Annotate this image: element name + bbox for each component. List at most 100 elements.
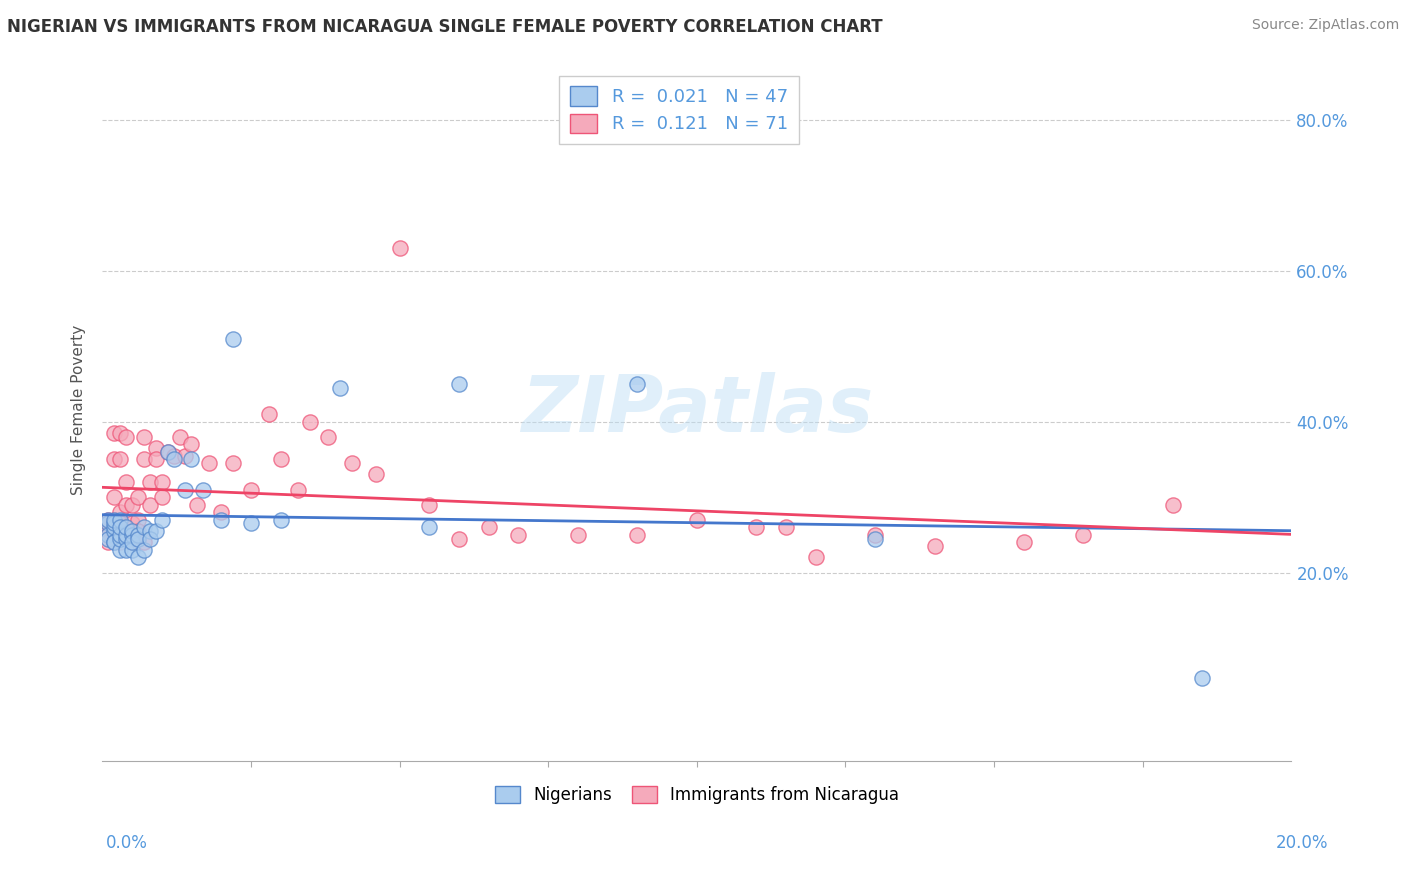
- Point: [97, 516, 120, 531]
- Point: [121, 542, 143, 557]
- Point: [97, 516, 120, 531]
- Point: [139, 498, 162, 512]
- Point: [108, 528, 131, 542]
- Point: [132, 535, 155, 549]
- Point: [108, 532, 131, 546]
- Point: [103, 535, 125, 549]
- Point: [103, 452, 125, 467]
- Point: [316, 430, 339, 444]
- Text: 0.0%: 0.0%: [105, 834, 148, 852]
- Point: [97, 524, 120, 538]
- Point: [340, 456, 363, 470]
- Point: [150, 490, 173, 504]
- Point: [478, 520, 501, 534]
- Point: [115, 532, 138, 546]
- Point: [364, 467, 387, 482]
- Point: [209, 513, 232, 527]
- Point: [1191, 671, 1213, 685]
- Point: [1161, 498, 1184, 512]
- Point: [127, 490, 149, 504]
- Point: [103, 425, 125, 440]
- Point: [108, 425, 131, 440]
- Point: [115, 475, 138, 489]
- Point: [567, 528, 589, 542]
- Point: [924, 539, 946, 553]
- Text: 20.0%: 20.0%: [1277, 834, 1329, 852]
- Point: [239, 516, 262, 531]
- Point: [180, 437, 202, 451]
- Point: [127, 532, 149, 546]
- Point: [103, 490, 125, 504]
- Point: [198, 456, 221, 470]
- Point: [115, 498, 138, 512]
- Point: [132, 452, 155, 467]
- Point: [418, 520, 440, 534]
- Point: [108, 528, 131, 542]
- Point: [156, 445, 179, 459]
- Point: [222, 456, 245, 470]
- Point: [270, 452, 292, 467]
- Point: [139, 524, 162, 538]
- Point: [174, 449, 197, 463]
- Text: ZIPatlas: ZIPatlas: [520, 372, 873, 449]
- Text: NIGERIAN VS IMMIGRANTS FROM NICARAGUA SINGLE FEMALE POVERTY CORRELATION CHART: NIGERIAN VS IMMIGRANTS FROM NICARAGUA SI…: [7, 18, 883, 36]
- Point: [162, 452, 184, 467]
- Point: [174, 483, 197, 497]
- Point: [145, 524, 167, 538]
- Point: [299, 415, 322, 429]
- Point: [139, 475, 162, 489]
- Point: [287, 483, 309, 497]
- Point: [108, 513, 131, 527]
- Point: [97, 528, 120, 542]
- Point: [239, 483, 262, 497]
- Point: [418, 498, 440, 512]
- Point: [626, 376, 648, 391]
- Point: [115, 520, 138, 534]
- Point: [209, 505, 232, 519]
- Point: [169, 430, 191, 444]
- Point: [108, 535, 131, 549]
- Point: [127, 528, 149, 542]
- Point: [775, 520, 797, 534]
- Point: [388, 241, 411, 255]
- Point: [804, 550, 827, 565]
- Point: [447, 532, 470, 546]
- Point: [103, 524, 125, 538]
- Point: [97, 535, 120, 549]
- Point: [150, 513, 173, 527]
- Point: [447, 376, 470, 391]
- Point: [108, 505, 131, 519]
- Text: Source: ZipAtlas.com: Source: ZipAtlas.com: [1251, 18, 1399, 32]
- Legend: Nigerians, Immigrants from Nicaragua: Nigerians, Immigrants from Nicaragua: [482, 774, 911, 816]
- Point: [132, 430, 155, 444]
- Point: [103, 520, 125, 534]
- Point: [626, 528, 648, 542]
- Point: [103, 528, 125, 542]
- Point: [186, 498, 208, 512]
- Point: [97, 513, 120, 527]
- Point: [103, 516, 125, 531]
- Point: [108, 542, 131, 557]
- Point: [103, 513, 125, 527]
- Point: [115, 430, 138, 444]
- Point: [162, 449, 184, 463]
- Point: [121, 535, 143, 549]
- Point: [115, 520, 138, 534]
- Point: [156, 445, 179, 459]
- Point: [329, 381, 352, 395]
- Point: [745, 520, 768, 534]
- Point: [127, 528, 149, 542]
- Point: [863, 532, 886, 546]
- Point: [121, 528, 143, 542]
- Point: [127, 524, 149, 538]
- Point: [103, 520, 125, 534]
- Point: [145, 441, 167, 455]
- Point: [121, 516, 143, 531]
- Point: [121, 498, 143, 512]
- Point: [145, 452, 167, 467]
- Point: [222, 332, 245, 346]
- Point: [103, 535, 125, 549]
- Point: [97, 528, 120, 542]
- Point: [132, 520, 155, 534]
- Point: [270, 513, 292, 527]
